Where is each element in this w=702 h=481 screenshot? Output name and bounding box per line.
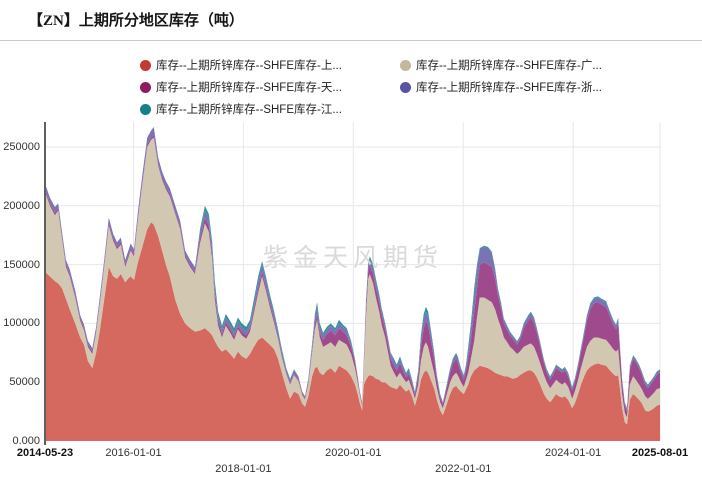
legend-item-label: 库存--上期所锌库存--SHFE库存-江... [156,104,342,116]
legend-item-label: 库存--上期所锌库存--SHFE库存-上... [156,60,342,72]
legend: 库存--上期所锌库存--SHFE库存-上... 库存--上期所锌库存--SHFE… [0,0,702,120]
x-axis-tick-label: 2016-01-01 [105,447,162,459]
legend-item-label: 库存--上期所锌库存--SHFE库存-广... [416,60,602,72]
legend-item-tianjin[interactable]: 库存--上期所锌库存--SHFE库存-天... [140,79,342,95]
x-axis-tick-label: 2014-05-23 [16,447,74,459]
x-axis-tick-label: 2022-01-01 [435,463,492,475]
legend-item-label: 库存--上期所锌库存--SHFE库存-天... [156,82,342,94]
legend-item-shanghai[interactable]: 库存--上期所锌库存--SHFE库存-上... [140,57,342,73]
x-axis-tick-label: 2018-01-01 [215,463,272,475]
area-band-0 [45,222,660,441]
y-axis-tick-label: 150000 [3,258,40,271]
chart-title: 【ZN】上期所分地区库存（吨） [28,13,244,29]
y-axis-tick-label: 0.000 [12,435,40,447]
legend-dot-icon [140,59,151,71]
legend-item-label: 库存--上期所锌库存--SHFE库存-浙... [416,82,602,94]
y-axis-tick-label: 200000 [3,199,40,212]
x-axis-tick-label: 2024-01-01 [545,447,602,459]
legend-dot-icon [140,103,151,115]
x-axis-tick-label: 2025-08-01 [631,447,689,459]
title-divider [0,40,702,41]
y-axis-tick-label: 100000 [3,317,40,330]
legend-item-guangdong[interactable]: 库存--上期所锌库存--SHFE库存-广... [400,57,602,73]
legend-dot-icon [140,81,151,93]
x-axis-tick-label: 2020-01-01 [325,447,382,459]
legend-item-jiangsu[interactable]: 库存--上期所锌库存--SHFE库存-江... [140,101,342,117]
y-axis-tick-label: 50000 [9,376,40,389]
area-band-1 [45,137,660,425]
watermark: 紫金天风期货 [263,244,443,272]
legend-item-zhejiang[interactable]: 库存--上期所锌库存--SHFE库存-浙... [400,79,602,95]
y-axis-tick-label: 250000 [3,141,40,153]
legend-dot-icon [400,59,411,71]
legend-dot-icon [400,81,411,93]
